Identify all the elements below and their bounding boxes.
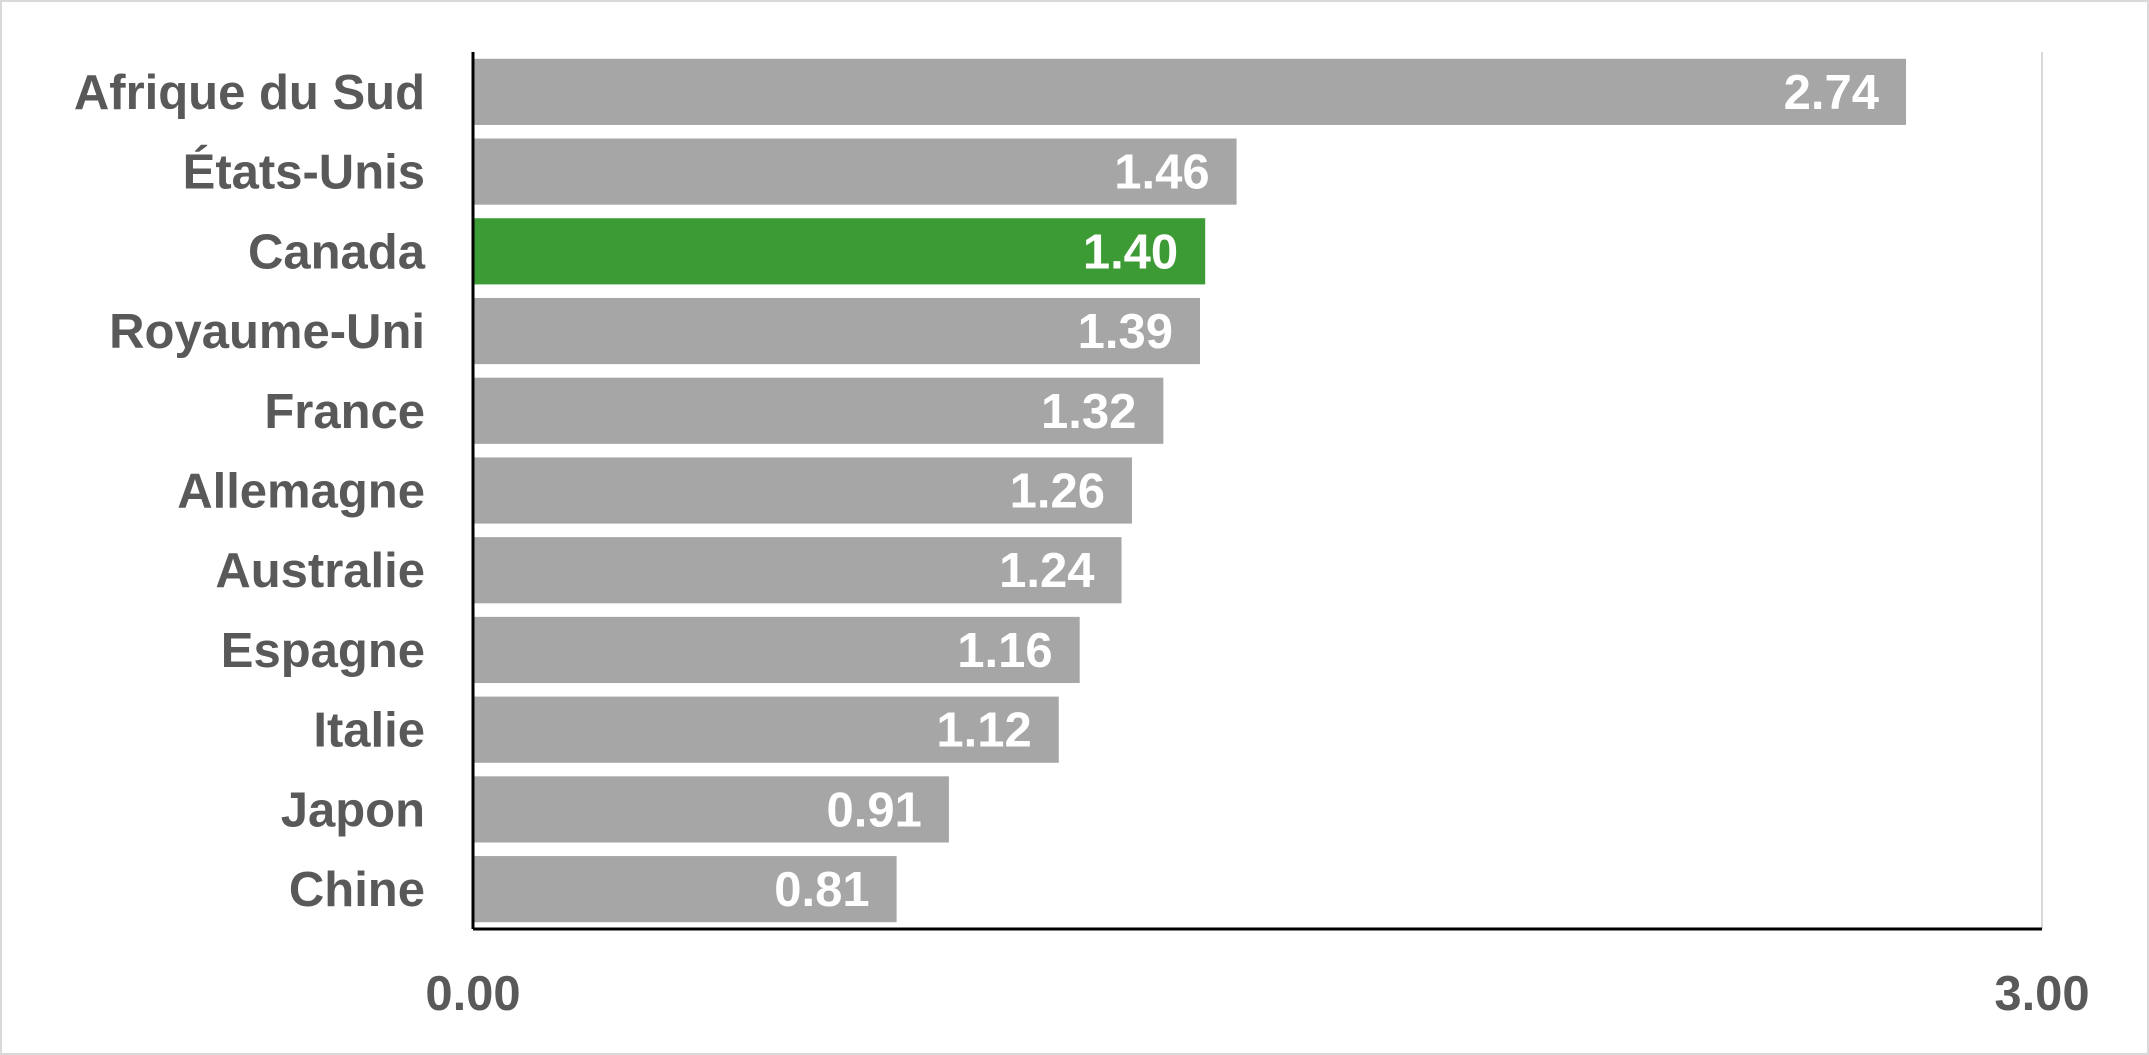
data-label: 1.12: [936, 704, 1031, 758]
category-label: Italie: [313, 704, 425, 758]
category-label: États-Unis: [183, 146, 425, 200]
category-label: Australie: [215, 544, 425, 598]
x-tick-label: 3.00: [1994, 967, 2089, 1021]
category-label: France: [264, 385, 425, 439]
bar-6: [474, 537, 1122, 604]
bar-2: [474, 218, 1206, 285]
data-label: 1.40: [1083, 225, 1178, 279]
category-label: Royaume-Uni: [109, 305, 425, 359]
bar-4: [474, 377, 1164, 444]
category-label: Canada: [248, 225, 426, 279]
category-label: Afrique du Sud: [74, 66, 425, 120]
category-label: Allemagne: [177, 465, 425, 519]
data-label: 1.46: [1114, 146, 1209, 200]
bar-8: [474, 696, 1059, 763]
bars-group: Afrique du Sud 2.74 États-Unis 1.46 Canada 1.…: [74, 58, 1907, 923]
category-label: Japon: [281, 783, 425, 837]
data-label: 0.81: [774, 863, 869, 917]
data-label: 1.39: [1078, 305, 1173, 359]
data-label: 1.16: [957, 624, 1052, 678]
data-label: 0.91: [827, 783, 922, 837]
category-label: Chine: [289, 863, 425, 917]
category-label: Espagne: [221, 624, 425, 678]
data-label: 1.24: [999, 544, 1094, 598]
bar-9: [474, 776, 949, 843]
data-label: 1.32: [1041, 385, 1136, 439]
bar-7: [474, 616, 1080, 684]
x-tick-label: 0.00: [425, 967, 520, 1021]
bar-5: [474, 457, 1132, 524]
bar-10: [474, 856, 897, 923]
bar-0: [474, 58, 1907, 125]
bar-3: [474, 297, 1200, 365]
data-label: 1.26: [1010, 465, 1105, 519]
bar-1: [474, 138, 1237, 205]
data-label: 2.74: [1784, 66, 1879, 120]
